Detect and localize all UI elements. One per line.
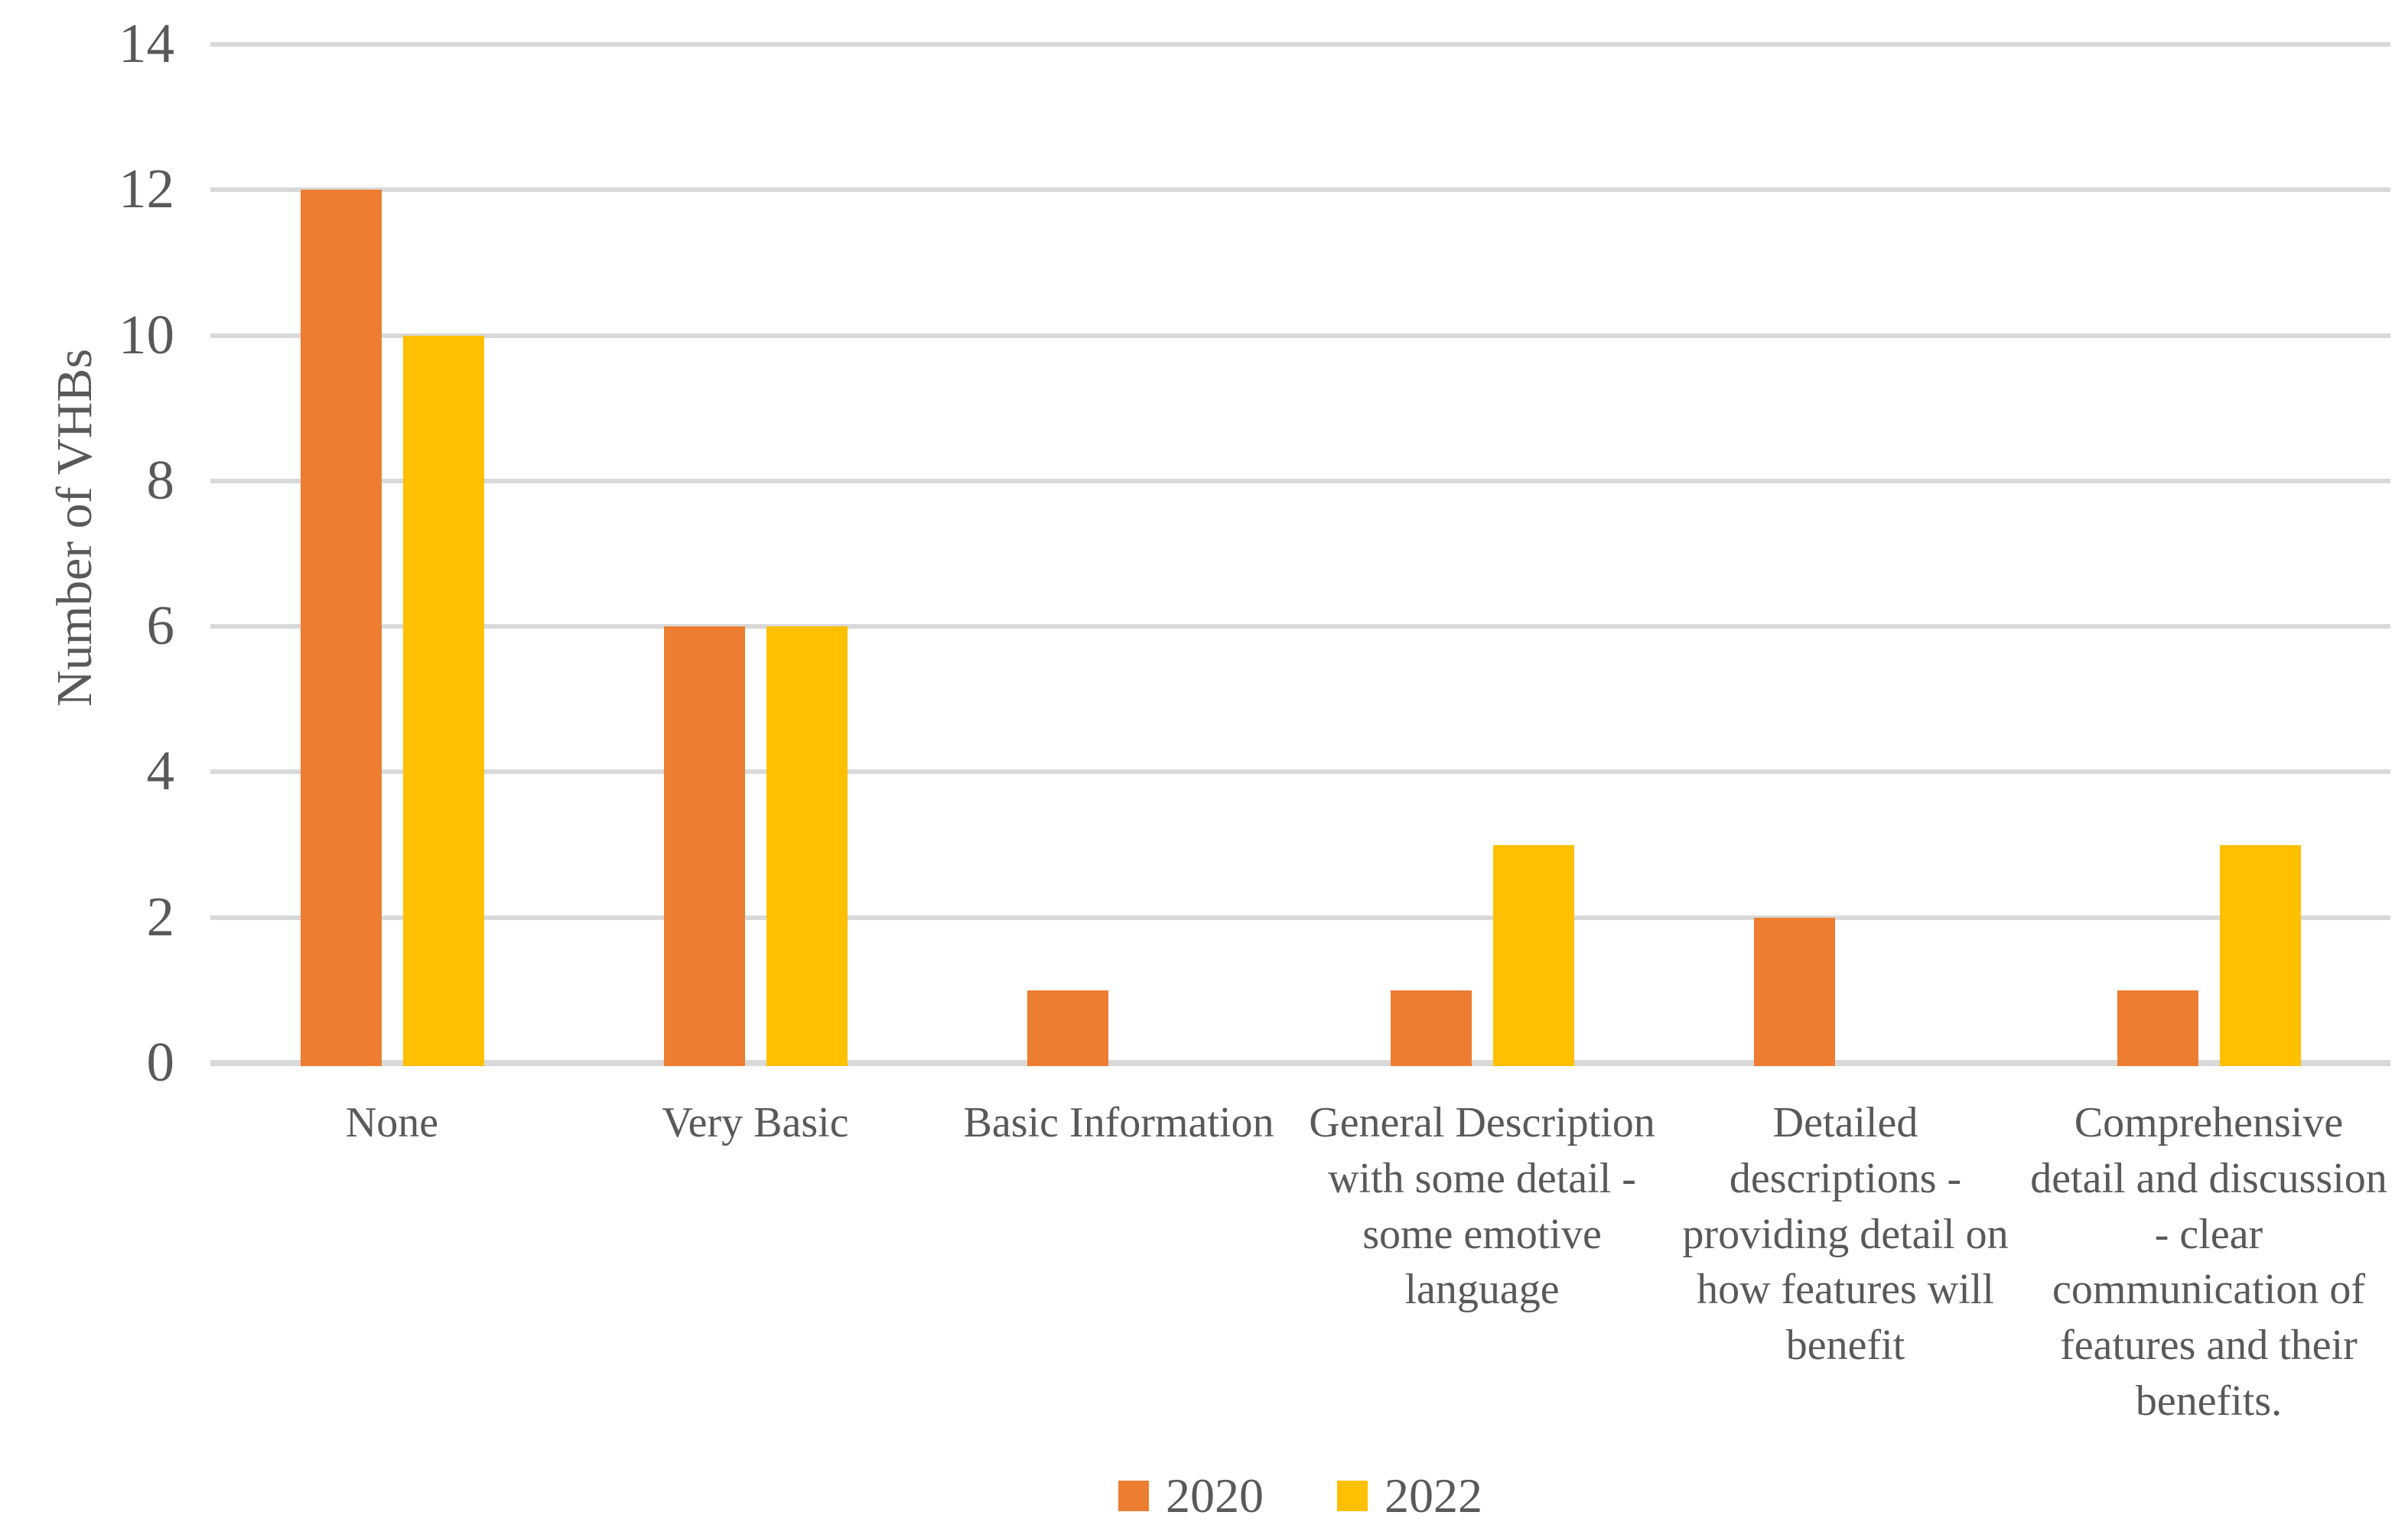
- gridline-y14: [210, 42, 2390, 47]
- bar-2022-category4: [1492, 844, 1574, 1066]
- x-axis-label-category3: Basic Information: [936, 1095, 1303, 1151]
- x-axis-label-category4: General Description with some detail - som…: [1299, 1095, 1666, 1318]
- gridline-y12: [210, 187, 2390, 193]
- legend-label-2022: 2022: [1385, 1468, 1482, 1523]
- x-axis-label-line: Comprehensive: [2074, 1099, 2344, 1146]
- y-tick-label-14: 14: [119, 12, 174, 75]
- x-axis-label-line: None: [345, 1099, 439, 1146]
- y-tick-label-12: 12: [119, 158, 174, 220]
- x-axis-line: [210, 1060, 2390, 1066]
- legend-swatch-2022: [1337, 1481, 1368, 1511]
- x-axis-label-line: Basic Information: [963, 1099, 1274, 1146]
- x-axis-label-line: descriptions -: [1729, 1154, 1962, 1202]
- x-axis-label-line: General Description: [1309, 1099, 1655, 1146]
- x-axis-label-category5: Detailed descriptions - providing detail o…: [1662, 1095, 2029, 1374]
- x-axis-label-line: with some detail -: [1328, 1154, 1636, 1202]
- gridline-y10: [210, 333, 2390, 338]
- x-axis-label-category2: Very Basic: [572, 1095, 939, 1151]
- x-axis-label-line: language: [1404, 1266, 1560, 1314]
- x-axis-label-line: detail and discussion: [2030, 1154, 2387, 1202]
- x-axis-label-line: providing detail on: [1682, 1210, 2009, 1258]
- x-axis-label-line: - clear: [2154, 1210, 2263, 1258]
- x-axis-label-category1: None: [209, 1095, 576, 1151]
- gridline-y8: [210, 478, 2390, 483]
- y-tick-label-8: 8: [146, 448, 175, 511]
- x-axis-label-line: benefits.: [2135, 1377, 2283, 1425]
- y-tick-label-4: 4: [146, 740, 175, 802]
- y-tick-label-6: 6: [146, 594, 175, 657]
- gridline-y6: [210, 624, 2390, 629]
- x-axis-label-line: communication of: [2052, 1266, 2365, 1314]
- legend: 2020 2022: [210, 1471, 2390, 1520]
- x-axis-label-line: some emotive: [1362, 1210, 1602, 1258]
- x-axis-label-line: Detailed: [1772, 1099, 1918, 1146]
- x-axis-label-category6: Comprehensive detail and discussion - clea…: [2026, 1095, 2393, 1429]
- y-tick-label-2: 2: [146, 885, 175, 948]
- x-axis-label-line: benefit: [1785, 1322, 1905, 1370]
- bar-2022-category2: [766, 626, 848, 1066]
- bar-2020-category5: [1753, 917, 1835, 1066]
- bar-2022-category6: [2219, 844, 2301, 1066]
- x-axis-label-line: Very Basic: [662, 1099, 849, 1146]
- y-tick-label-10: 10: [119, 303, 174, 366]
- bar-2022-category1: [402, 335, 484, 1066]
- legend-label-2020: 2020: [1166, 1468, 1264, 1523]
- x-axis-label-line: features and their: [2060, 1322, 2358, 1370]
- bar-2020-category3: [1027, 990, 1108, 1066]
- bar-2020-category4: [1390, 990, 1472, 1066]
- y-tick-label-0: 0: [146, 1031, 175, 1094]
- bar-2020-category2: [663, 626, 745, 1066]
- legend-swatch-2020: [1118, 1481, 1149, 1511]
- legend-item-2022: 2022: [1337, 1471, 1482, 1520]
- bar-2020-category1: [300, 190, 382, 1066]
- gridline-y4: [210, 769, 2390, 775]
- gridline-y2: [210, 915, 2390, 920]
- x-axis-label-line: how features will: [1697, 1266, 1994, 1314]
- bar-2020-category6: [2117, 990, 2198, 1066]
- legend-item-2020: 2020: [1118, 1471, 1264, 1520]
